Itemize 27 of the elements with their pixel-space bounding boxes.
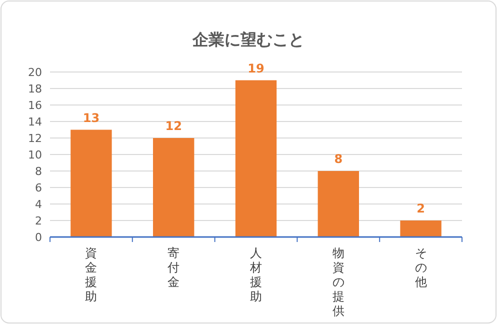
chart-title: 企業に望むこと — [192, 30, 304, 49]
x-tick-label: 人材援助 — [249, 246, 262, 304]
y-tick-label: 20 — [28, 66, 42, 79]
bar — [235, 80, 277, 237]
data-label: 19 — [248, 61, 264, 76]
bar — [153, 138, 194, 237]
y-tick-label: 2 — [35, 214, 42, 228]
y-tick-label: 6 — [35, 182, 42, 194]
x-tick-label: その他 — [414, 246, 427, 289]
data-label: 13 — [82, 110, 100, 125]
bar — [400, 220, 442, 237]
data-label: 2 — [416, 202, 425, 216]
bar — [70, 130, 112, 237]
y-tick-label: 18 — [28, 82, 42, 96]
data-label: 12 — [165, 119, 182, 133]
x-tick-label: 物資の提供 — [332, 246, 344, 318]
y-tick-label: 14 — [28, 116, 42, 128]
y-tick-label: 0 — [35, 231, 42, 244]
y-tick-label: 4 — [35, 198, 42, 211]
y-tick-label: 10 — [28, 148, 42, 162]
y-tick-label: 16 — [28, 99, 42, 112]
y-tick-label: 12 — [28, 132, 42, 145]
data-label: 8 — [334, 152, 343, 166]
y-tick-label: 8 — [35, 165, 42, 178]
bar — [318, 171, 359, 237]
x-tick-label: 寄付金 — [166, 246, 180, 289]
x-tick-label: 資金援助 — [85, 246, 98, 304]
